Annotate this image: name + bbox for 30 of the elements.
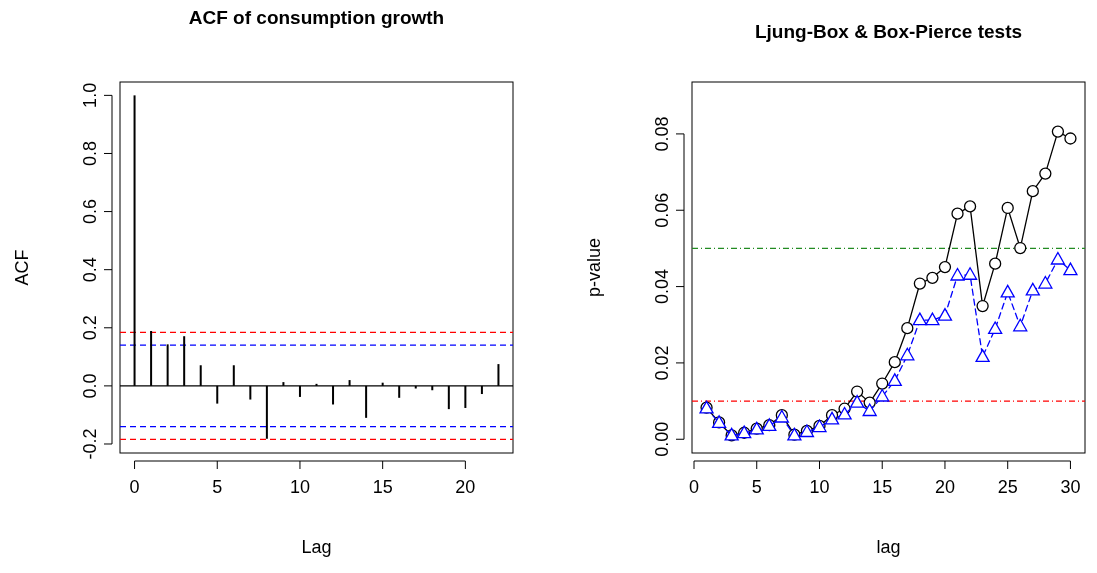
- x-tick-label: 5: [212, 477, 223, 497]
- x-tick-label: 0: [129, 477, 140, 497]
- x-tick-label: 10: [809, 477, 830, 497]
- x-tick-label: 5: [751, 477, 762, 497]
- y-tick-label: 0.04: [652, 269, 672, 305]
- y-axis-title: ACF: [12, 249, 32, 286]
- y-tick-label: 1.0: [80, 82, 100, 108]
- x-tick-label: 15: [872, 477, 893, 497]
- y-tick-label: 0.02: [652, 345, 672, 381]
- y-tick-label: 0.6: [80, 199, 100, 225]
- y-tick-label: 0.2: [80, 315, 100, 341]
- chart-title: ACF of consumption growth: [188, 7, 445, 28]
- y-tick-label: 0.08: [652, 116, 672, 152]
- x-tick-label: 0: [689, 477, 700, 497]
- y-tick-label: -0.2: [80, 428, 100, 460]
- y-tick-label: 0.0: [80, 373, 100, 399]
- x-tick-label: 10: [289, 477, 310, 497]
- y-tick-label: 0.8: [80, 140, 100, 166]
- y-axis-title: p-value: [584, 237, 604, 298]
- y-tick-label: 0.06: [652, 192, 672, 228]
- x-tick-label: 25: [997, 477, 1018, 497]
- x-tick-label: 20: [934, 477, 955, 497]
- x-tick-label: 20: [455, 477, 476, 497]
- x-axis-title: lag: [876, 537, 901, 557]
- x-axis-title: Lag: [301, 537, 332, 557]
- x-tick-label: 30: [1060, 477, 1081, 497]
- y-tick-label: 0.00: [652, 421, 672, 457]
- x-tick-label: 15: [372, 477, 393, 497]
- chart-title: Ljung-Box & Box-Pierce tests: [754, 21, 1023, 42]
- y-tick-label: 0.4: [80, 257, 100, 283]
